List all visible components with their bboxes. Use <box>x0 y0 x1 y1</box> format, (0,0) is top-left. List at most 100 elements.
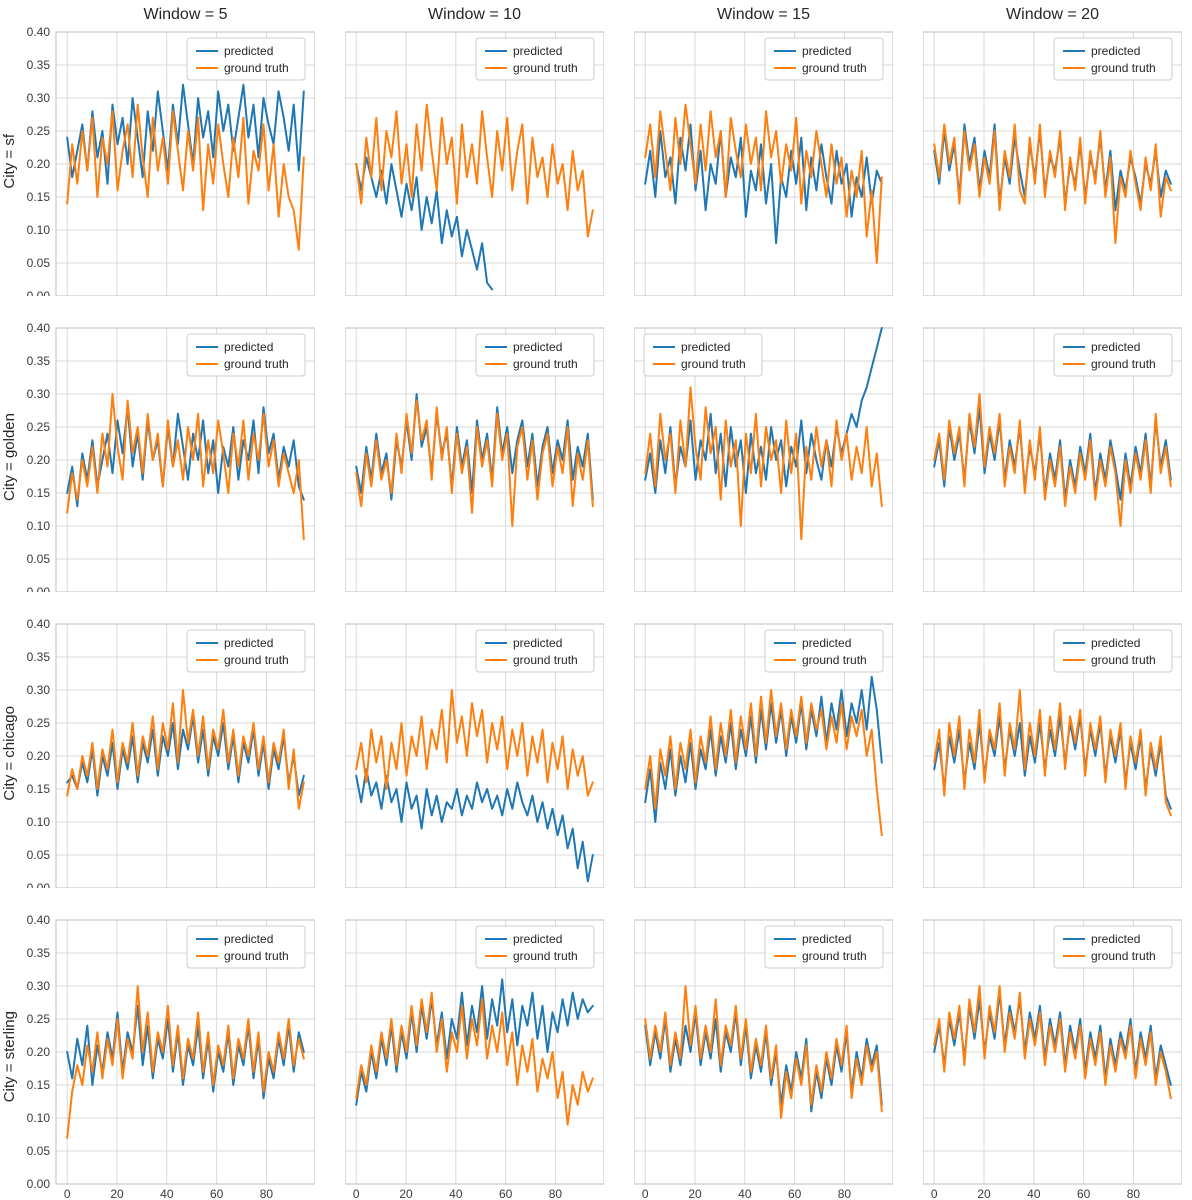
svg-text:0.35: 0.35 <box>27 946 51 960</box>
svg-text:0: 0 <box>931 1187 938 1200</box>
row-label-golden: City = golden <box>0 413 18 501</box>
svg-text:0.30: 0.30 <box>27 683 51 697</box>
plot-sterling-window-20: 0 20 40 60 80 predicted ground truth <box>923 919 1182 1200</box>
svg-text:80: 80 <box>1127 1187 1141 1200</box>
svg-text:20: 20 <box>977 1187 991 1200</box>
plot-chicago-window-20: predicted ground truth <box>923 623 1182 888</box>
svg-text:0: 0 <box>64 1187 71 1200</box>
svg-text:0.40: 0.40 <box>27 914 51 927</box>
plot-sf-window-20: predicted ground truth <box>923 31 1182 296</box>
svg-text:0.00: 0.00 <box>27 289 51 296</box>
plot-chicago-window-15: predicted ground truth <box>634 623 893 888</box>
svg-text:predicted: predicted <box>224 44 273 58</box>
svg-text:0.20: 0.20 <box>27 1045 51 1059</box>
svg-text:0.25: 0.25 <box>27 124 51 138</box>
svg-text:40: 40 <box>449 1187 463 1200</box>
plot-sf-window-5: 0.00 0.05 0.10 0.15 0.20 0.25 0.30 0.35 0.40 pred… <box>27 26 315 296</box>
svg-text:20: 20 <box>110 1187 124 1200</box>
svg-text:0.30: 0.30 <box>27 979 51 993</box>
svg-text:ground truth: ground truth <box>1091 949 1156 963</box>
svg-text:0.25: 0.25 <box>27 716 51 730</box>
plot-sterling-window-5: 0.00 0.05 0.10 0.15 0.20 0.25 0.30 0.35 0.40 0 20 4… <box>27 914 315 1200</box>
svg-text:predicted: predicted <box>513 44 562 58</box>
svg-text:ground truth: ground truth <box>1091 357 1156 371</box>
svg-text:0: 0 <box>642 1187 649 1200</box>
svg-text:0.10: 0.10 <box>27 815 51 829</box>
row-chicago: City = chicago 0.00 0.05 0.10 0.15 0.20 0.25 0… <box>0 618 1192 888</box>
svg-text:60: 60 <box>788 1187 802 1200</box>
svg-text:ground truth: ground truth <box>802 949 867 963</box>
svg-text:0.35: 0.35 <box>27 58 51 72</box>
svg-text:0.00: 0.00 <box>27 585 51 592</box>
svg-text:predicted: predicted <box>513 932 562 946</box>
svg-text:0.40: 0.40 <box>27 322 51 335</box>
svg-text:20: 20 <box>688 1187 702 1200</box>
svg-text:ground truth: ground truth <box>1091 61 1156 75</box>
svg-text:0.10: 0.10 <box>27 1111 51 1125</box>
svg-text:0.05: 0.05 <box>27 256 51 270</box>
svg-text:predicted: predicted <box>1091 932 1140 946</box>
svg-text:ground truth: ground truth <box>802 653 867 667</box>
svg-text:ground truth: ground truth <box>681 357 746 371</box>
svg-text:40: 40 <box>1027 1187 1041 1200</box>
plot-chicago-window-5: 0.00 0.05 0.10 0.15 0.20 0.25 0.30 0.35 0.40 pred… <box>27 618 315 888</box>
col-title-window-20: Window = 20 <box>1006 6 1099 23</box>
plot-sf-window-10: predicted ground truth <box>345 31 604 296</box>
svg-text:0.05: 0.05 <box>27 1144 51 1158</box>
col-title-window-15: Window = 15 <box>717 6 810 23</box>
svg-text:80: 80 <box>549 1187 563 1200</box>
svg-text:40: 40 <box>160 1187 174 1200</box>
svg-text:40: 40 <box>738 1187 752 1200</box>
svg-text:predicted: predicted <box>802 932 851 946</box>
svg-text:ground truth: ground truth <box>513 653 578 667</box>
row-label-sterling: City = sterling <box>0 1011 18 1103</box>
svg-text:predicted: predicted <box>513 340 562 354</box>
plot-golden-window-5: 0.00 0.05 0.10 0.15 0.20 0.25 0.30 0.35 0.40 pred… <box>27 322 315 592</box>
plot-chicago-window-10: predicted ground truth <box>345 623 604 888</box>
svg-text:ground truth: ground truth <box>224 653 289 667</box>
row-sterling: City = sterling 0.00 0.05 0.10 0.15 0.20 0.25… <box>0 914 1192 1200</box>
svg-text:0.40: 0.40 <box>27 618 51 631</box>
svg-text:predicted: predicted <box>681 340 730 354</box>
svg-text:predicted: predicted <box>224 340 273 354</box>
svg-text:predicted: predicted <box>1091 44 1140 58</box>
svg-text:0.25: 0.25 <box>27 420 51 434</box>
svg-text:predicted: predicted <box>224 932 273 946</box>
svg-text:0.30: 0.30 <box>27 91 51 105</box>
svg-text:ground truth: ground truth <box>513 61 578 75</box>
col-title-window-10: Window = 10 <box>428 6 521 23</box>
svg-text:0.20: 0.20 <box>27 157 51 171</box>
svg-text:0.15: 0.15 <box>27 782 51 796</box>
svg-text:0.35: 0.35 <box>27 650 51 664</box>
svg-text:0: 0 <box>353 1187 360 1200</box>
svg-text:predicted: predicted <box>224 636 273 650</box>
svg-text:predicted: predicted <box>1091 340 1140 354</box>
svg-text:0.25: 0.25 <box>27 1012 51 1026</box>
svg-text:0.35: 0.35 <box>27 354 51 368</box>
svg-text:60: 60 <box>1077 1187 1091 1200</box>
svg-text:0.20: 0.20 <box>27 453 51 467</box>
svg-text:predicted: predicted <box>513 636 562 650</box>
column-titles: Window = 5 Window = 10 Window = 15 Windo… <box>0 4 1192 26</box>
svg-text:0.15: 0.15 <box>27 486 51 500</box>
svg-text:0.05: 0.05 <box>27 552 51 566</box>
svg-text:0.00: 0.00 <box>27 881 51 888</box>
col-title-window-5: Window = 5 <box>143 6 228 23</box>
plot-sterling-window-10: 0 20 40 60 80 predicted ground truth <box>345 919 604 1200</box>
svg-text:predicted: predicted <box>802 636 851 650</box>
svg-text:0.40: 0.40 <box>27 26 51 39</box>
plot-golden-window-20: predicted ground truth <box>923 327 1182 592</box>
row-label-sf: City = sf <box>0 133 18 189</box>
svg-text:ground truth: ground truth <box>224 357 289 371</box>
row-golden: City = golden 0.00 0.05 0.10 0.15 0.20 0.25 0.… <box>0 322 1192 592</box>
svg-text:80: 80 <box>260 1187 274 1200</box>
svg-text:60: 60 <box>499 1187 513 1200</box>
svg-text:0.20: 0.20 <box>27 749 51 763</box>
plot-golden-window-15: predicted ground truth <box>634 327 893 592</box>
svg-text:20: 20 <box>399 1187 413 1200</box>
row-label-chicago: City = chicago <box>0 705 18 801</box>
plot-golden-window-10: predicted ground truth <box>345 327 604 592</box>
svg-text:0.05: 0.05 <box>27 848 51 862</box>
svg-text:predicted: predicted <box>802 44 851 58</box>
